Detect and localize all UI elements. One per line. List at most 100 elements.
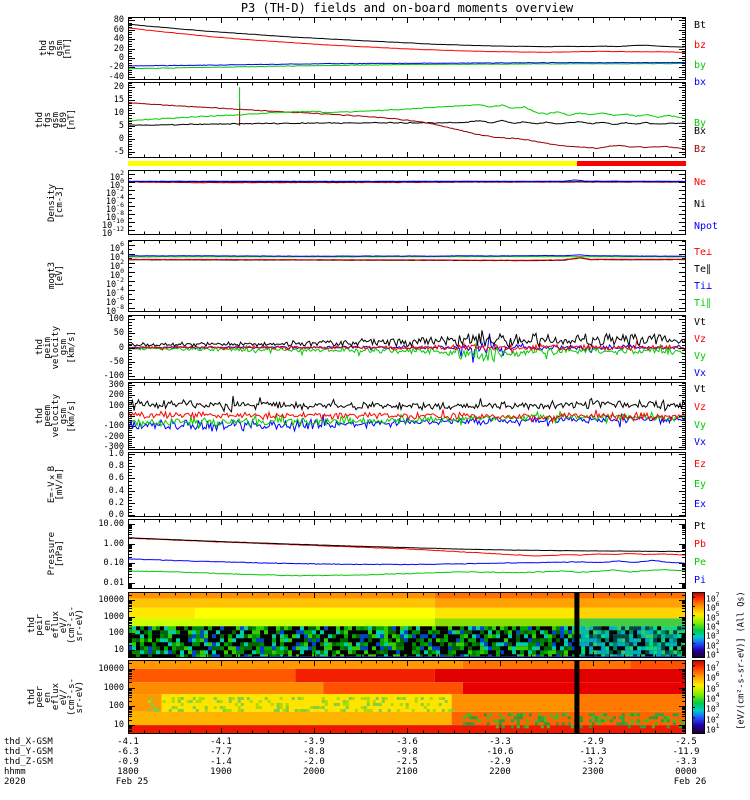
ytick-label: 10.00 — [98, 518, 124, 529]
ytick-label: 0.6 — [108, 473, 124, 484]
ytick-label: 100 — [109, 176, 124, 191]
yaxis-title-line: [km/s] — [67, 331, 77, 364]
legend-Ti⊥: Ti⊥ — [694, 281, 713, 292]
colorbar-tick-label: 107 — [706, 591, 720, 604]
ephemeris-value: -9.8 — [396, 747, 418, 757]
ytick-label: 0 — [118, 342, 124, 353]
date-right-label: Feb 26 — [673, 777, 707, 787]
legend-Ni: Ni — [694, 199, 707, 210]
colorbar-unit-label: [eV/(cm²-s-sr-eV)] (All Qs) — [736, 591, 747, 730]
ytick-label: 15 — [113, 95, 124, 106]
colorbar-tick-label: 104 — [706, 619, 720, 632]
legend-Bz: Bz — [694, 144, 707, 155]
ytick-label: 0.0 — [108, 509, 124, 520]
ytick-label: 10-8 — [105, 302, 124, 317]
yaxis-title-pressure: Pressure [nPa] — [26, 519, 86, 589]
ytick-label: 0 — [118, 52, 124, 63]
ephemeris-value: -7.7 — [210, 747, 232, 757]
ytick-label: 10-4 — [105, 192, 124, 207]
ephemeris-value: -2.0 — [303, 757, 325, 767]
legend-Bx: Bx — [694, 126, 707, 137]
panel-fgs-gsm — [128, 17, 686, 80]
ephemeris-value: 0000 — [675, 767, 697, 777]
legend-Te∥: Te∥ — [694, 264, 712, 275]
legend-Pe: Pe — [694, 557, 707, 568]
ytick-label: 10-2 — [105, 275, 124, 290]
ytick-label: 200 — [108, 390, 124, 401]
ephemeris-value: -1.4 — [210, 757, 232, 767]
ephemeris-value: -3.3 — [675, 757, 697, 767]
ephemeris-value: -2.5 — [396, 757, 418, 767]
ytick-label: -100 — [103, 421, 124, 432]
ephemeris-row-label: thd_Y-GSM — [4, 747, 53, 757]
yaxis-title-fgs-gsm-t89: thd fgs gsm t89 [nT] — [26, 82, 86, 158]
colorbar-tick-label: 106 — [706, 670, 720, 683]
legend-Vx: Vx — [694, 368, 707, 379]
panel-peim-velocity — [128, 315, 686, 380]
ytick-label: 100 — [109, 266, 124, 281]
ytick-label: 1.0 — [108, 449, 124, 460]
ytick-label: 10-4 — [105, 284, 124, 299]
panel-efield — [128, 452, 686, 517]
yaxis-title-density: Density [cm-3] — [26, 170, 86, 235]
panel-density — [128, 170, 686, 235]
legend-Vt: Vt — [694, 384, 707, 395]
colorbar-tick-label: 106 — [706, 600, 720, 614]
ephemeris-value: -3.2 — [582, 757, 604, 767]
ytick-label: 104 — [109, 248, 124, 263]
panel-temperature — [128, 240, 686, 312]
ytick-label: 60 — [113, 24, 124, 35]
yaxis-title-line: sr-eV) — [75, 680, 85, 714]
ephemeris-value: -4.1 — [117, 737, 139, 747]
ytick-label: 100 — [108, 701, 124, 712]
ytick-label: 1.00 — [103, 538, 124, 549]
legend-Vy: Vy — [694, 351, 707, 362]
legend-Npot: Npot — [694, 221, 719, 232]
ytick-label: 106 — [109, 239, 124, 254]
yaxis-title-line: [cm-3] — [55, 186, 65, 219]
legend-by: by — [694, 60, 707, 71]
colorbar-tick-label: 102 — [706, 637, 720, 651]
ytick-label: 0.4 — [108, 485, 124, 496]
colorbar-tick-label: 107 — [706, 659, 720, 673]
ytick-label: 0.10 — [103, 558, 124, 569]
legend-Ne: Ne — [694, 177, 707, 188]
ephemeris-value: -2.9 — [489, 757, 511, 767]
colorbar-tick-label: 105 — [706, 609, 720, 623]
colorbar-tick-label: 101 — [706, 722, 720, 735]
yaxis-title-line: [nT] — [63, 37, 73, 60]
ytick-label: 1000 — [103, 682, 124, 693]
ytick-label: 10-10 — [102, 217, 124, 231]
panel-electron-spectrogram — [128, 660, 686, 734]
panel-fgs-gsm-t89 — [128, 82, 686, 158]
ytick-label: 20 — [113, 43, 124, 54]
yaxis-title-line: [eV] — [55, 265, 65, 287]
flag-segment-0 — [128, 161, 578, 166]
ephemeris-value: 1800 — [117, 767, 139, 777]
legend-bz: bz — [694, 40, 707, 51]
colorbar-tick-label: 103 — [706, 701, 720, 715]
ephemeris-value: -0.9 — [117, 757, 139, 767]
ytick-label: 10 — [113, 645, 124, 656]
ytick-label: 100 — [108, 314, 124, 325]
colorbar-tick-label: 102 — [706, 711, 720, 725]
yaxis-title-line: [nPa] — [55, 540, 65, 568]
ytick-label: 102 — [109, 257, 124, 272]
ephemeris-value: -10.6 — [486, 747, 514, 757]
page-title: P3 (TH-D) fields and on-board moments ov… — [240, 1, 574, 15]
legend-Ez: Ez — [694, 459, 707, 470]
ytick-label: 300 — [108, 380, 124, 391]
legend-Ti∥: Ti∥ — [694, 298, 712, 309]
legend-Te⊥: Te⊥ — [694, 247, 713, 258]
colorbar-ion-spectrogram — [692, 592, 705, 658]
ephemeris-value: -2.9 — [582, 737, 604, 747]
ephemeris-row-label: thd_Z-GSM — [4, 757, 53, 767]
legend-By: By — [694, 118, 707, 129]
ephemeris-value: 1900 — [210, 767, 232, 777]
legend-Vx: Vx — [694, 437, 707, 448]
ephemeris-value: -6.3 — [117, 747, 139, 757]
yaxis-title-line: [mV/m] — [55, 468, 65, 501]
yaxis-title-line: sr-eV) — [75, 608, 85, 642]
legend-Ey: Ey — [694, 479, 707, 490]
legend-Ex: Ex — [694, 499, 707, 510]
